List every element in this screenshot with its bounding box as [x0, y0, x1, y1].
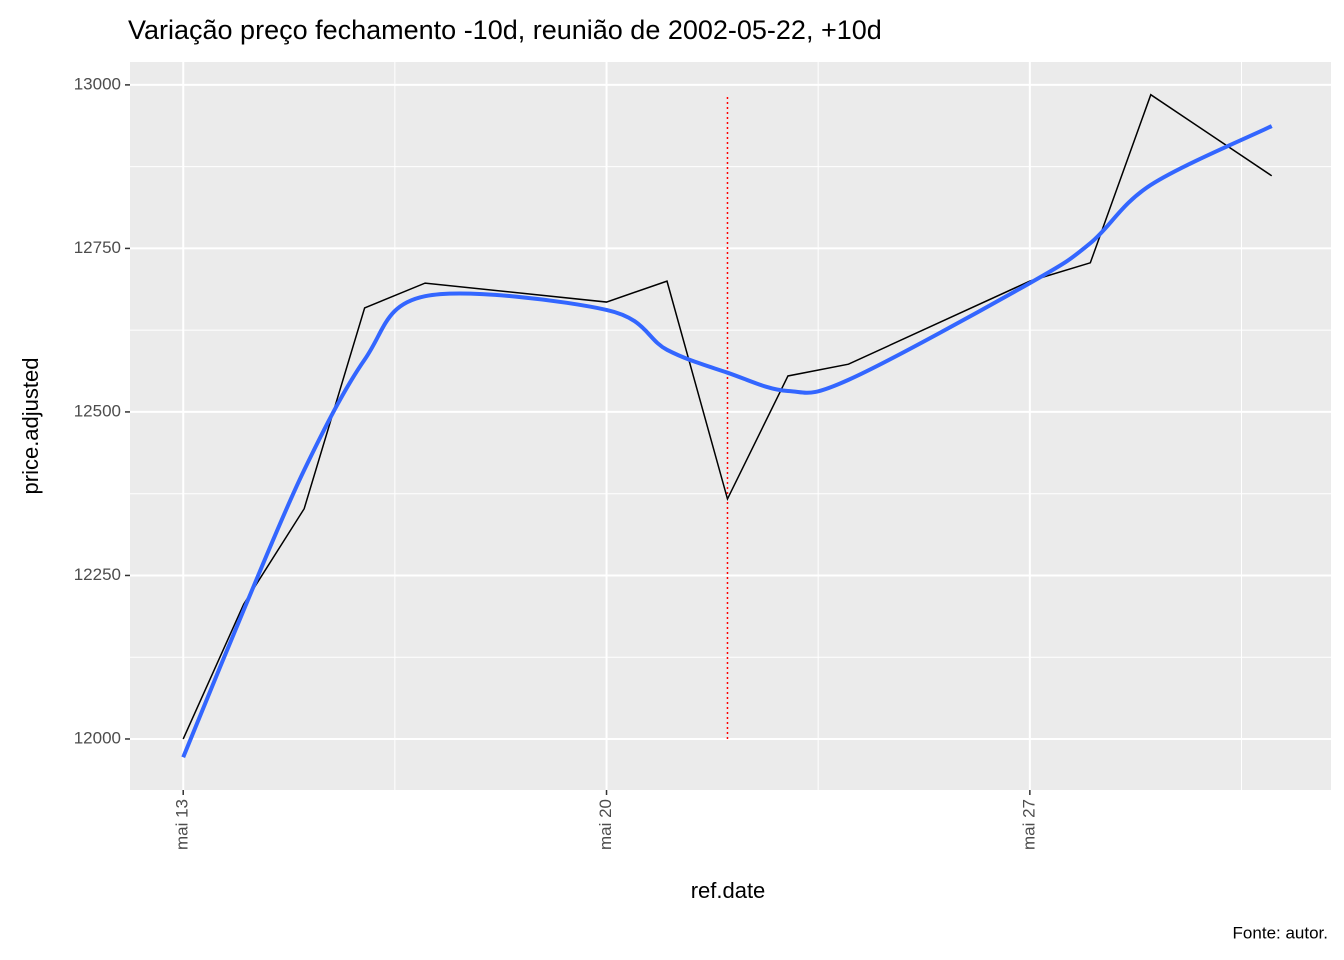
chart-title: Variação preço fechamento -10d, reunião … [128, 15, 882, 45]
caption: Fonte: autor. [1233, 923, 1328, 942]
x-axis-label: ref.date [691, 878, 766, 903]
y-tick-label: 12250 [74, 565, 121, 584]
price-line [182, 93, 1273, 740]
x-tick-label: mai 20 [596, 799, 615, 850]
y-tick-label: 13000 [74, 74, 121, 93]
y-tick-label: 12500 [74, 401, 121, 420]
y-tick-label: 12000 [74, 728, 121, 747]
x-tick-label: mai 27 [1019, 799, 1038, 850]
plot-panel [130, 62, 1331, 790]
x-tick-label: mai 13 [173, 799, 192, 850]
y-axis-label: price.adjusted [18, 358, 43, 495]
smooth-line [181, 124, 1273, 759]
y-tick-label: 12750 [74, 238, 121, 257]
